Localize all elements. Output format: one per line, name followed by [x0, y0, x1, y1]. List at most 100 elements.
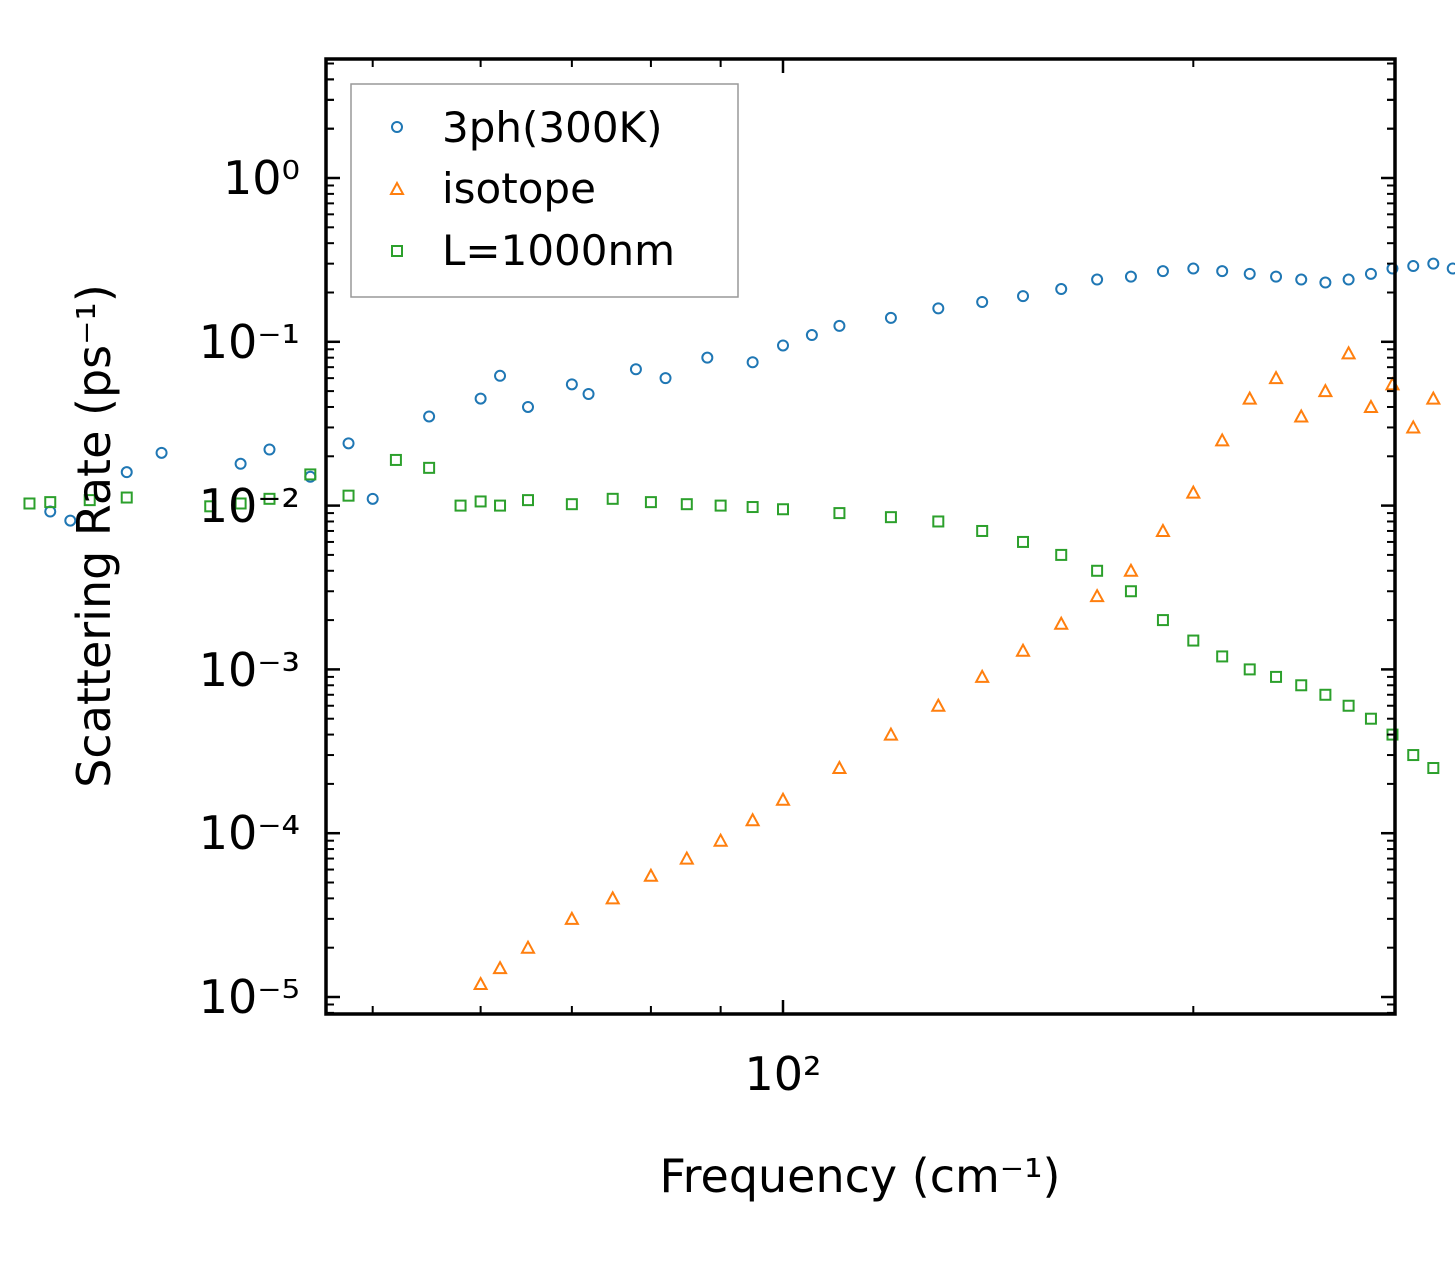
- triangle-point: [712, 832, 729, 847]
- square-point: [1407, 749, 1420, 762]
- circle-point: [1295, 273, 1308, 286]
- square-point: [644, 496, 657, 509]
- square-point: [680, 498, 693, 511]
- triangle-point: [883, 726, 899, 741]
- circle-point: [120, 466, 133, 479]
- square-point: [23, 497, 36, 510]
- square-point: [522, 494, 535, 507]
- square-point: [1364, 712, 1377, 725]
- triangle-point: [1363, 398, 1379, 413]
- square-point: [1017, 535, 1030, 548]
- circle-point: [64, 514, 77, 527]
- circle-point: [659, 372, 672, 385]
- circle-point: [1342, 273, 1355, 286]
- circle-point: [1446, 262, 1455, 275]
- square-point: [1187, 634, 1200, 647]
- y-tick-label-4: 10⁻⁴: [199, 806, 300, 860]
- circle-point: [522, 400, 535, 413]
- square-point: [746, 501, 759, 514]
- circle-point: [155, 446, 168, 459]
- triangle-point: [520, 939, 536, 954]
- circle-point: [932, 302, 945, 315]
- circle-point: [1243, 267, 1256, 280]
- square-point: [423, 461, 436, 474]
- square-point: [263, 492, 276, 505]
- triangle-point: [1242, 390, 1258, 405]
- circle-point: [746, 356, 759, 369]
- square-point: [454, 499, 467, 512]
- square-point: [83, 494, 96, 507]
- circle-point: [1319, 276, 1332, 289]
- circle-point: [1187, 262, 1200, 275]
- triangle-point: [1340, 345, 1357, 360]
- triangle-point: [775, 791, 791, 806]
- circle-point: [701, 351, 714, 364]
- triangle-point: [744, 812, 761, 827]
- triangle-point: [831, 759, 848, 775]
- circle-point: [582, 388, 595, 401]
- square-point: [833, 507, 846, 520]
- triangle-point: [492, 960, 508, 975]
- circle-point: [1270, 270, 1283, 283]
- square-point: [884, 511, 897, 524]
- square-point: [304, 468, 317, 481]
- triangle-point: [1268, 370, 1284, 385]
- y-tick-label-0: 10⁰: [223, 151, 300, 205]
- y-tick-label-3: 10⁻³: [199, 643, 300, 697]
- triangle-point: [643, 867, 659, 882]
- y-tick-label-2: 10⁻²: [199, 479, 300, 533]
- square-point: [976, 524, 989, 537]
- circle-point: [1124, 270, 1137, 283]
- circle-point: [833, 319, 846, 332]
- circle-point: [777, 339, 789, 352]
- triangle-point: [974, 668, 990, 683]
- square-point: [389, 453, 402, 466]
- square-point: [1216, 650, 1229, 663]
- circle-point: [474, 392, 487, 405]
- legend-label-boundary: L=1000nm: [442, 226, 675, 275]
- y-axis-title: Scattering Rate (ps⁻¹): [67, 284, 121, 788]
- square-point: [1091, 564, 1104, 577]
- triangle-point: [472, 975, 489, 991]
- square-point: [565, 498, 578, 511]
- legend-marker-3ph: [391, 121, 403, 133]
- circle-point: [263, 443, 276, 456]
- triangle-point: [1015, 642, 1031, 657]
- triangle-point: [930, 697, 946, 712]
- triangle-point: [1293, 408, 1309, 423]
- square-point: [342, 489, 355, 502]
- circle-point: [629, 363, 642, 376]
- triangle-point: [1185, 484, 1201, 499]
- x-axis-title: Frequency (cm⁻¹): [660, 1149, 1061, 1203]
- square-point: [234, 497, 247, 510]
- data-points: [23, 257, 1455, 991]
- legend-marker-isotope: [389, 180, 405, 195]
- square-point: [494, 499, 507, 512]
- square-point: [1156, 614, 1169, 627]
- circle-point: [1216, 265, 1229, 278]
- triangle-point: [1214, 432, 1230, 447]
- circle-point: [366, 492, 379, 505]
- square-point: [932, 515, 945, 528]
- square-point: [606, 492, 619, 505]
- circle-point: [1055, 283, 1068, 296]
- triangle-point: [1317, 383, 1334, 398]
- circle-point: [1407, 260, 1420, 273]
- square-point: [1243, 663, 1256, 676]
- triangle-point: [1089, 588, 1105, 603]
- square-point: [1055, 548, 1068, 561]
- legend-label-3ph: 3ph(300K): [442, 103, 662, 152]
- circle-point: [494, 369, 507, 382]
- circle-point: [805, 329, 818, 342]
- legend-label-isotope: isotope: [442, 164, 596, 213]
- legend: 3ph(300K) isotope L=1000nm: [350, 83, 739, 298]
- circle-point: [1364, 267, 1377, 280]
- triangle-point: [605, 890, 621, 905]
- square-point: [1270, 670, 1283, 683]
- circle-point: [423, 410, 436, 423]
- triangle-point: [1155, 522, 1171, 537]
- triangle-point: [1123, 562, 1139, 577]
- series-isotope: [472, 345, 1442, 991]
- circle-point: [1156, 265, 1169, 278]
